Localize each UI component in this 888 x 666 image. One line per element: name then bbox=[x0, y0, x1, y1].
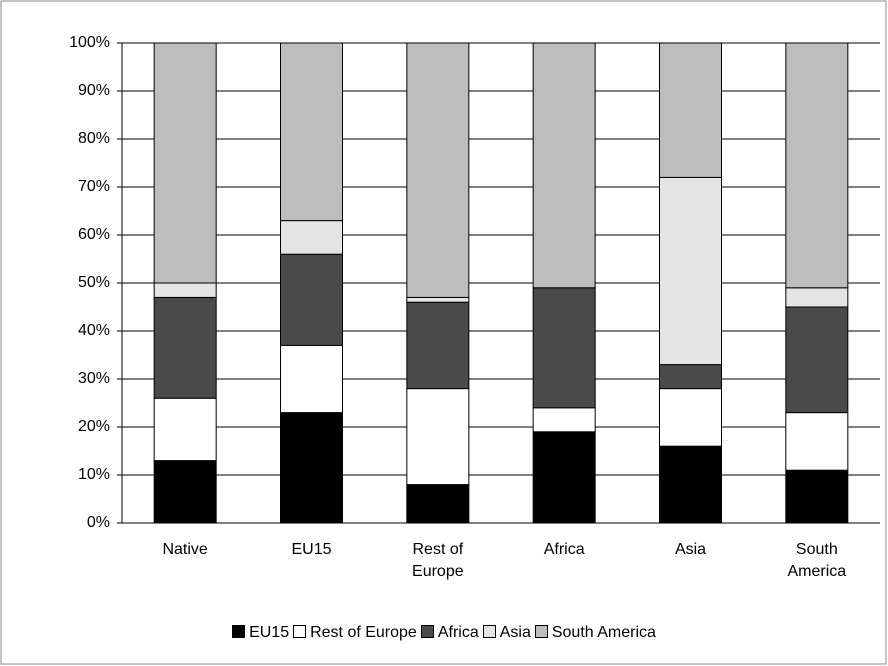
bar-segment bbox=[153, 296, 217, 399]
legend-item: Africa bbox=[420, 624, 479, 642]
y-tick-label: 10% bbox=[78, 466, 110, 483]
y-tick-label: 40% bbox=[78, 322, 110, 339]
bar-segment bbox=[406, 301, 470, 390]
bar-segment bbox=[406, 484, 470, 524]
legend-item: Rest of Europe bbox=[293, 624, 417, 642]
bar-segment bbox=[153, 460, 217, 524]
x-tick-label: Africa bbox=[543, 541, 585, 558]
legend-label: Rest of Europe bbox=[310, 624, 417, 641]
legend-swatch bbox=[534, 625, 548, 638]
bar-segment bbox=[532, 431, 596, 524]
bar-segment bbox=[785, 412, 849, 471]
legend-swatch bbox=[482, 625, 496, 638]
x-tick-label: Native bbox=[162, 541, 208, 558]
y-tick-label: 20% bbox=[78, 418, 110, 435]
bar-segment bbox=[659, 42, 722, 178]
bar-segment bbox=[280, 42, 343, 222]
y-tick-label: 80% bbox=[78, 130, 110, 147]
legend-label: Africa bbox=[437, 624, 479, 641]
x-tick-label: South America bbox=[787, 541, 847, 580]
bar-segment bbox=[659, 364, 722, 390]
bar-segment bbox=[406, 296, 470, 303]
bar-segment bbox=[280, 253, 343, 346]
bar-segment bbox=[785, 306, 849, 414]
legend-swatch bbox=[232, 625, 246, 638]
bar-segment bbox=[659, 176, 722, 366]
y-tick-label: 50% bbox=[78, 274, 110, 291]
bar-segment bbox=[280, 412, 343, 524]
y-tick-label: 70% bbox=[78, 178, 110, 195]
bar-segment bbox=[153, 282, 217, 298]
y-tick-label: 0% bbox=[87, 514, 110, 531]
y-tick-label: 100% bbox=[69, 34, 110, 51]
bar-segment bbox=[785, 287, 849, 308]
legend-swatch bbox=[420, 625, 434, 638]
bar-segment bbox=[406, 388, 470, 486]
legend-item: South America bbox=[534, 624, 656, 642]
bar-segment bbox=[532, 42, 596, 289]
bar-segment bbox=[406, 42, 470, 298]
x-tick-label: EU15 bbox=[291, 541, 332, 558]
legend: EU15 Rest of Europe Africa Asia South Americ… bbox=[0, 624, 888, 642]
legend-item: EU15 bbox=[232, 624, 289, 642]
y-tick-label: 30% bbox=[78, 370, 110, 387]
y-tick-label: 90% bbox=[78, 82, 110, 99]
bar-segment bbox=[532, 407, 596, 433]
bar-segment bbox=[785, 42, 849, 289]
x-tick-label: Asia bbox=[674, 541, 707, 558]
y-tick-label: 60% bbox=[78, 226, 110, 243]
bar-segment bbox=[153, 397, 217, 462]
bar-segment bbox=[153, 42, 217, 284]
bar-segment bbox=[659, 388, 722, 447]
bar-segment bbox=[532, 287, 596, 409]
bar-segment bbox=[785, 469, 849, 524]
legend-label: Asia bbox=[499, 624, 531, 641]
legend-label: EU15 bbox=[249, 624, 290, 641]
legend-item: Asia bbox=[482, 624, 531, 642]
legend-label: South America bbox=[551, 624, 656, 641]
bar-segment bbox=[280, 220, 343, 255]
legend-swatch bbox=[293, 625, 307, 638]
bar-segment bbox=[280, 344, 343, 414]
x-tick-label: Rest of Europe bbox=[412, 541, 464, 580]
bar-segment bbox=[659, 445, 722, 524]
